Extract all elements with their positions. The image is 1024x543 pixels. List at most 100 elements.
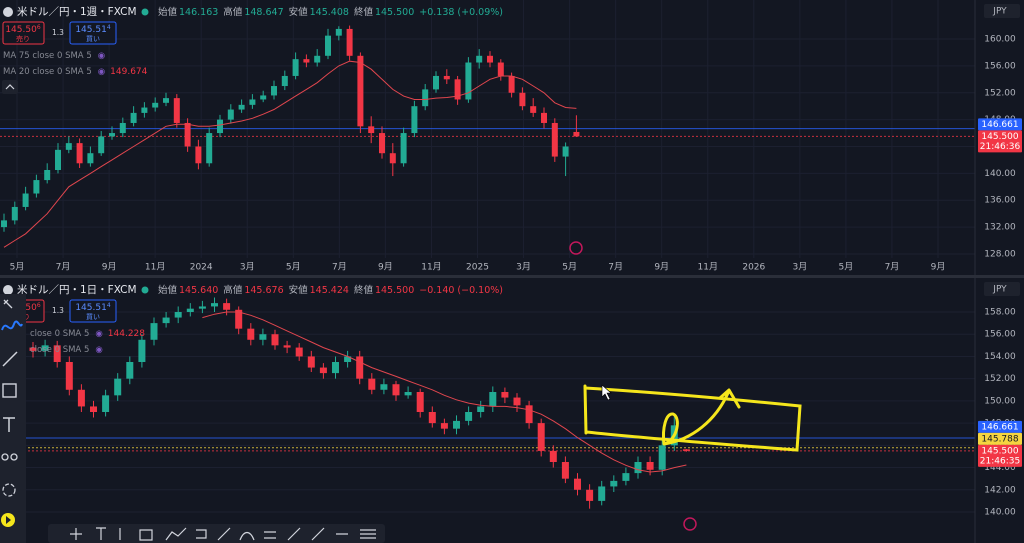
x-tick-label: 3月	[240, 262, 255, 273]
buy-button[interactable]	[69, 299, 117, 323]
currency-button[interactable]	[984, 4, 1020, 18]
high-label: 高値	[223, 6, 243, 18]
candle-body	[295, 347, 303, 357]
x-tick-label: 9月	[931, 262, 946, 273]
drawing-rectangle[interactable]	[583, 384, 802, 452]
candle-body	[368, 378, 376, 390]
candle-body	[271, 86, 277, 96]
open-label: 始値	[158, 6, 178, 18]
candle-body	[77, 389, 85, 407]
y-tick-label: 156.00	[984, 61, 1016, 71]
tool-cursor[interactable]	[3, 299, 13, 309]
drawing-arrow[interactable]	[662, 388, 741, 446]
candle-body	[404, 392, 412, 396]
x-tick-label: 9月	[378, 262, 393, 273]
tool-brush[interactable]	[1, 320, 23, 331]
candle-body	[65, 362, 73, 390]
y-tick-label: 152.00	[984, 88, 1016, 98]
candle-body	[227, 109, 234, 120]
ma-line	[3, 60, 577, 248]
buy-price-main: 145.51	[75, 25, 107, 35]
candle-body	[247, 328, 255, 340]
tool-pattern[interactable]	[1, 453, 9, 461]
candle-body	[98, 136, 105, 154]
y-tick-label: 158.00	[984, 308, 1016, 318]
y-tick-label: 140.00	[984, 169, 1016, 179]
buy-label: 買い	[86, 35, 100, 43]
tool-line[interactable]	[2, 351, 18, 367]
candle-body	[76, 143, 83, 164]
currency-label: JPY	[992, 285, 1007, 295]
price-label: 145.500	[981, 132, 1018, 142]
candle-body	[380, 384, 388, 390]
x-tick-label: 3月	[792, 262, 807, 273]
indicator-legend: close 0 SMA 5 ◉ 144.228	[30, 329, 145, 339]
buy-button[interactable]	[69, 21, 117, 45]
indicator-icon: ◉	[98, 51, 105, 61]
top-pane: 5月 7月 9月 11月 2024 3月 5月 7月 9月 11月 2025 3月 5月 7月 9月 11月 2…	[0, 0, 1024, 275]
candle-body	[525, 405, 533, 424]
candle-body	[44, 170, 51, 181]
open: 146.163	[179, 7, 218, 18]
x-tick-label: 7月	[885, 262, 900, 273]
currency-button[interactable]	[984, 282, 1020, 296]
tool-text[interactable]	[3, 417, 15, 432]
candle-body	[11, 206, 18, 221]
candle-body	[184, 122, 191, 147]
candle-body	[325, 35, 331, 56]
candle-body	[152, 102, 159, 108]
collapse-button[interactable]	[2, 80, 18, 94]
close: 145.500	[375, 7, 414, 18]
candle-body	[238, 104, 245, 110]
candle-body	[658, 445, 666, 470]
indicator-label: MA 20 close 0 SMA 5	[3, 67, 92, 77]
candle-body	[150, 323, 158, 340]
candle-body	[610, 480, 618, 487]
sell-price: 145.506	[5, 24, 41, 35]
sell-button[interactable]	[2, 21, 45, 45]
candle-body	[356, 356, 364, 379]
pane-separator[interactable]	[0, 275, 1024, 278]
y-tick-label: 150.00	[984, 396, 1016, 406]
tool-pattern[interactable]	[10, 453, 18, 461]
candle-body	[411, 106, 418, 134]
candle-body	[292, 59, 299, 76]
tool-measure[interactable]	[2, 483, 16, 497]
sell-label: 売り	[16, 34, 30, 43]
candle-body	[87, 153, 94, 164]
candle-body	[501, 392, 509, 398]
candle-body	[271, 334, 279, 346]
indicator-legend: MA 75 close 0 SMA 5 ◉	[3, 51, 105, 61]
buy-price: 145.514	[75, 24, 111, 35]
indicator-icon: ◉	[98, 67, 105, 77]
candle-body	[303, 59, 310, 63]
change: −0.140 (−0.10%)	[419, 285, 503, 296]
candle-body	[357, 55, 364, 127]
currency-label: JPY	[992, 7, 1007, 17]
candle-body	[465, 62, 472, 100]
y-tick-label: 142.00	[984, 485, 1016, 495]
alert-icon[interactable]	[569, 241, 583, 255]
market-status	[141, 286, 149, 294]
collapse-icon	[5, 84, 15, 90]
ma-line	[202, 311, 687, 473]
candle-body	[90, 406, 97, 412]
alert-icon[interactable]	[683, 517, 697, 531]
change: +0.138 (+0.09%)	[419, 7, 503, 18]
close-label: 終値	[354, 284, 374, 296]
candle-body	[443, 75, 450, 80]
spread: 1.3	[52, 306, 64, 315]
candle-body	[487, 55, 493, 63]
candle-body	[319, 367, 327, 374]
indicator-icon: ◉	[95, 329, 102, 339]
buy-price: 145.514	[75, 302, 111, 313]
market-status	[141, 8, 149, 16]
candle-body	[114, 378, 122, 396]
y-tick-label: 136.00	[984, 196, 1016, 206]
candle-body	[574, 478, 581, 490]
candle-body	[29, 347, 37, 351]
toolbar-icons[interactable]	[70, 527, 376, 541]
tool-rectangle[interactable]	[2, 383, 17, 398]
